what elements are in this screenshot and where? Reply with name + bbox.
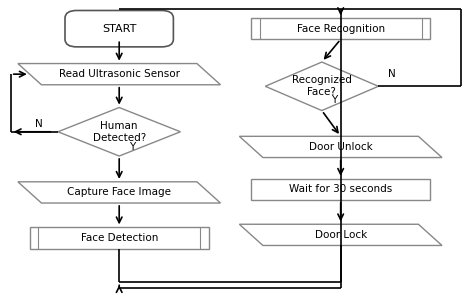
FancyBboxPatch shape	[65, 10, 173, 47]
Bar	[251, 179, 430, 200]
Polygon shape	[58, 107, 181, 156]
Text: Face Detection: Face Detection	[81, 233, 158, 243]
Text: START: START	[102, 24, 137, 34]
Polygon shape	[18, 64, 220, 85]
Text: N: N	[35, 119, 43, 129]
Polygon shape	[239, 136, 442, 158]
Text: Door Unlock: Door Unlock	[309, 142, 373, 152]
Polygon shape	[265, 62, 378, 110]
Text: Y: Y	[331, 95, 337, 105]
Text: Face Recognition: Face Recognition	[297, 24, 385, 34]
Text: Y: Y	[128, 142, 135, 152]
Text: Capture Face Image: Capture Face Image	[67, 187, 171, 197]
Bar	[30, 227, 209, 248]
Text: Recognized
Face?: Recognized Face?	[292, 76, 352, 97]
Text: Human
Detected?: Human Detected?	[92, 121, 146, 143]
Polygon shape	[18, 182, 220, 203]
Polygon shape	[239, 224, 442, 245]
Bar	[251, 18, 430, 39]
Text: Wait for 30 seconds: Wait for 30 seconds	[289, 185, 392, 194]
Text: Read Ultrasonic Sensor: Read Ultrasonic Sensor	[59, 69, 180, 79]
Text: Door Lock: Door Lock	[315, 230, 367, 240]
Text: N: N	[388, 69, 395, 79]
